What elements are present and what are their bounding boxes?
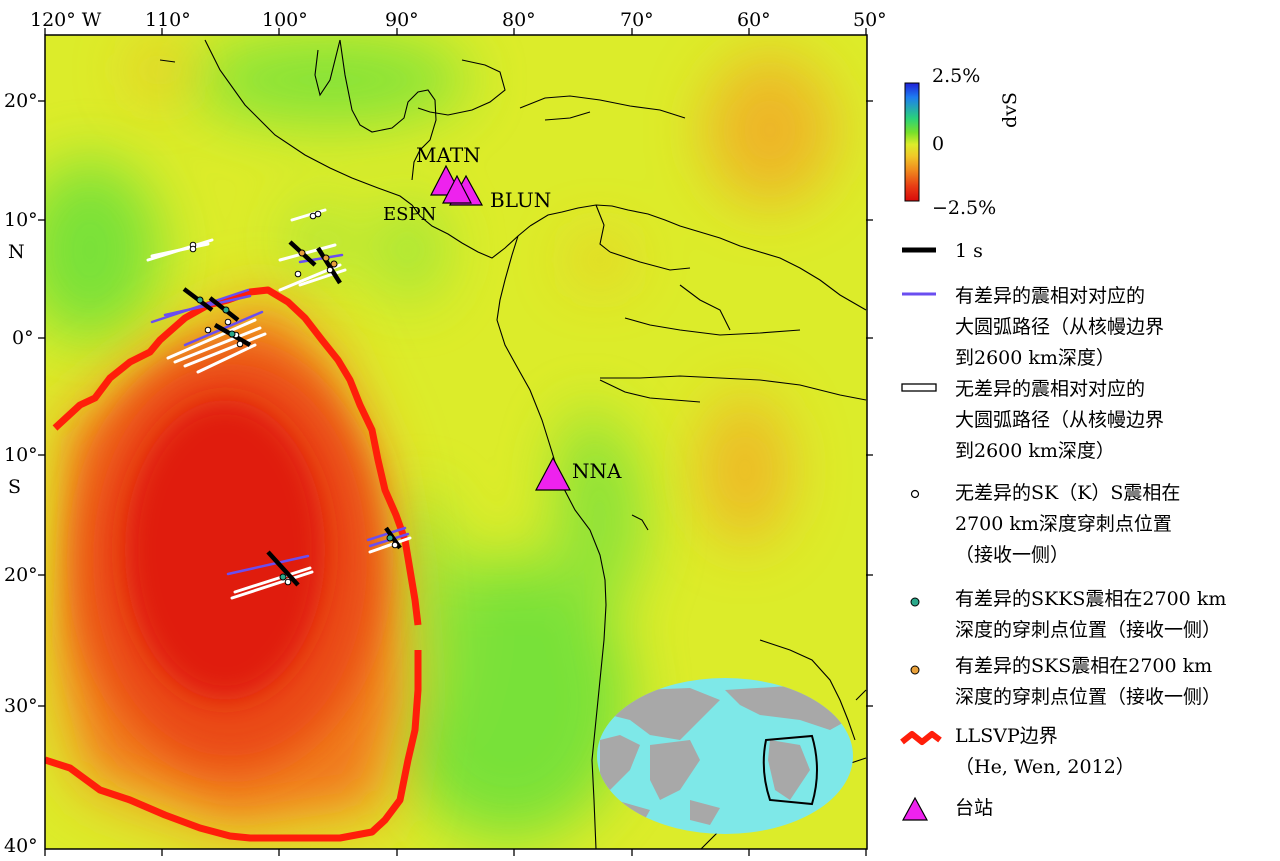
lat-tick-20n: 20°: [4, 90, 38, 112]
lon-tick-50: 50°: [853, 9, 887, 31]
legend-nodiff-pierce-line1: 无差异的SK（K）S震相在: [955, 482, 1181, 504]
lat-tick-20s: 20°: [4, 564, 38, 586]
station-nna-marker: [535, 456, 571, 491]
lat-tick-40s: 40°: [4, 835, 38, 857]
pierce-points: [189, 210, 399, 586]
lon-tick-80: 80°: [502, 9, 536, 31]
legend-diff-path-line: [902, 292, 936, 296]
legend-nodiff-pierce-text: 无差异的SK（K）S震相在 2700 km深度穿刺点位置 （接收一侧）: [955, 478, 1180, 571]
lon-tick-120w: 120° W: [30, 9, 102, 31]
colorbar-max-label: 2.5%: [932, 65, 981, 87]
stations: [430, 164, 571, 491]
legend-llsvp-text: LLSVP边界 （He, Wen, 2012）: [955, 721, 1135, 783]
legend-1s-bar: [902, 247, 936, 253]
tomography-field: [45, 35, 867, 849]
lon-tick-90: 90°: [385, 9, 419, 31]
legend-sks-pierce-text: 有差异的SKS震相在2700 km 深度的穿刺点位置（接收一侧）: [955, 651, 1221, 713]
station-espn-marker: [442, 174, 472, 204]
legend-station-label: 台站: [955, 797, 994, 819]
lon-tick-60: 60°: [737, 9, 771, 31]
lon-tick-70: 70°: [620, 9, 654, 31]
legend-nodiff-path-line3: 到2600 km深度）: [955, 440, 1115, 462]
lat-tick-10n: 10°: [4, 209, 38, 231]
tick-marks: [38, 28, 873, 856]
legend-llsvp-line1: LLSVP边界: [955, 725, 1058, 747]
legend-skks-pierce-line1: 有差异的SKKS震相在2700 km: [955, 588, 1227, 610]
inset-study-region: [762, 734, 818, 806]
legend-station-triangle: [901, 796, 929, 821]
lon-tick-100: 100°: [262, 9, 308, 31]
legend-skks-pierce-line2: 深度的穿刺点位置（接收一侧）: [955, 619, 1222, 641]
legend-diff-path-line3: 到2600 km深度）: [955, 347, 1115, 369]
legend-skks-pierce-dot: [910, 597, 920, 607]
legend-skks-pierce-text: 有差异的SKKS震相在2700 km 深度的穿刺点位置（接收一侧）: [955, 584, 1226, 646]
legend-sks-pierce-line1: 有差异的SKS震相在2700 km: [955, 655, 1213, 677]
colorbar-title: dvS: [999, 92, 1021, 128]
lat-tick-10s: 10°: [4, 444, 38, 466]
legend-llsvp-line2: （He, Wen, 2012）: [955, 756, 1135, 778]
station-label-blun: BLUN: [490, 188, 551, 212]
inset-globe: [597, 678, 853, 834]
colorbar-min-label: −2.5%: [932, 197, 997, 219]
lon-tick-110: 110°: [145, 9, 191, 31]
lat-tick-30s: 30°: [4, 695, 38, 717]
hemisphere-n: N: [8, 241, 25, 263]
legend-diff-path-line1: 有差异的震相对对应的: [955, 285, 1146, 307]
colorbar: [904, 82, 920, 202]
legend-nodiff-path-line1: 无差异的震相对对应的: [955, 378, 1146, 400]
station-label-matn: MATN: [416, 143, 481, 167]
legend-nodiff-pierce-line3: （接收一侧）: [955, 544, 1070, 566]
station-label-espn: ESPN: [383, 204, 436, 225]
legend-nodiff-path-line2: 大圆弧路径（从核幔边界: [955, 409, 1165, 431]
legend-nodiff-pierce-dot: [910, 489, 920, 499]
station-label-nna: NNA: [572, 459, 622, 483]
legend-diff-path-text: 有差异的震相对对应的 大圆弧路径（从核幔边界 到2600 km深度）: [955, 281, 1164, 374]
colorbar-mid-label: 0: [932, 133, 945, 155]
llsvp-boundary: [45, 286, 422, 842]
legend-nodiff-pierce-line2: 2700 km深度穿刺点位置: [955, 513, 1172, 535]
lat-tick-0: 0°: [12, 327, 34, 349]
hemisphere-s: S: [8, 476, 21, 498]
legend-nodiff-path-text: 无差异的震相对对应的 大圆弧路径（从核幔边界 到2600 km深度）: [955, 374, 1164, 467]
legend-sks-pierce-line2: 深度的穿刺点位置（接收一侧）: [955, 686, 1222, 708]
legend-diff-path-line2: 大圆弧路径（从核幔边界: [955, 316, 1165, 338]
legend-nodiff-path-line: [901, 383, 937, 392]
legend-sks-pierce-dot: [910, 665, 920, 675]
map-figure: MATN BLUN ESPN NNA 120: [4, 9, 887, 857]
legend-panel: 2.5% 0 −2.5% dvS 1 s 有差异的震相对对应的 大圆弧路径（从核…: [900, 0, 1280, 861]
legend-llsvp-line: [900, 731, 942, 745]
legend-1s-label: 1 s: [955, 240, 983, 262]
